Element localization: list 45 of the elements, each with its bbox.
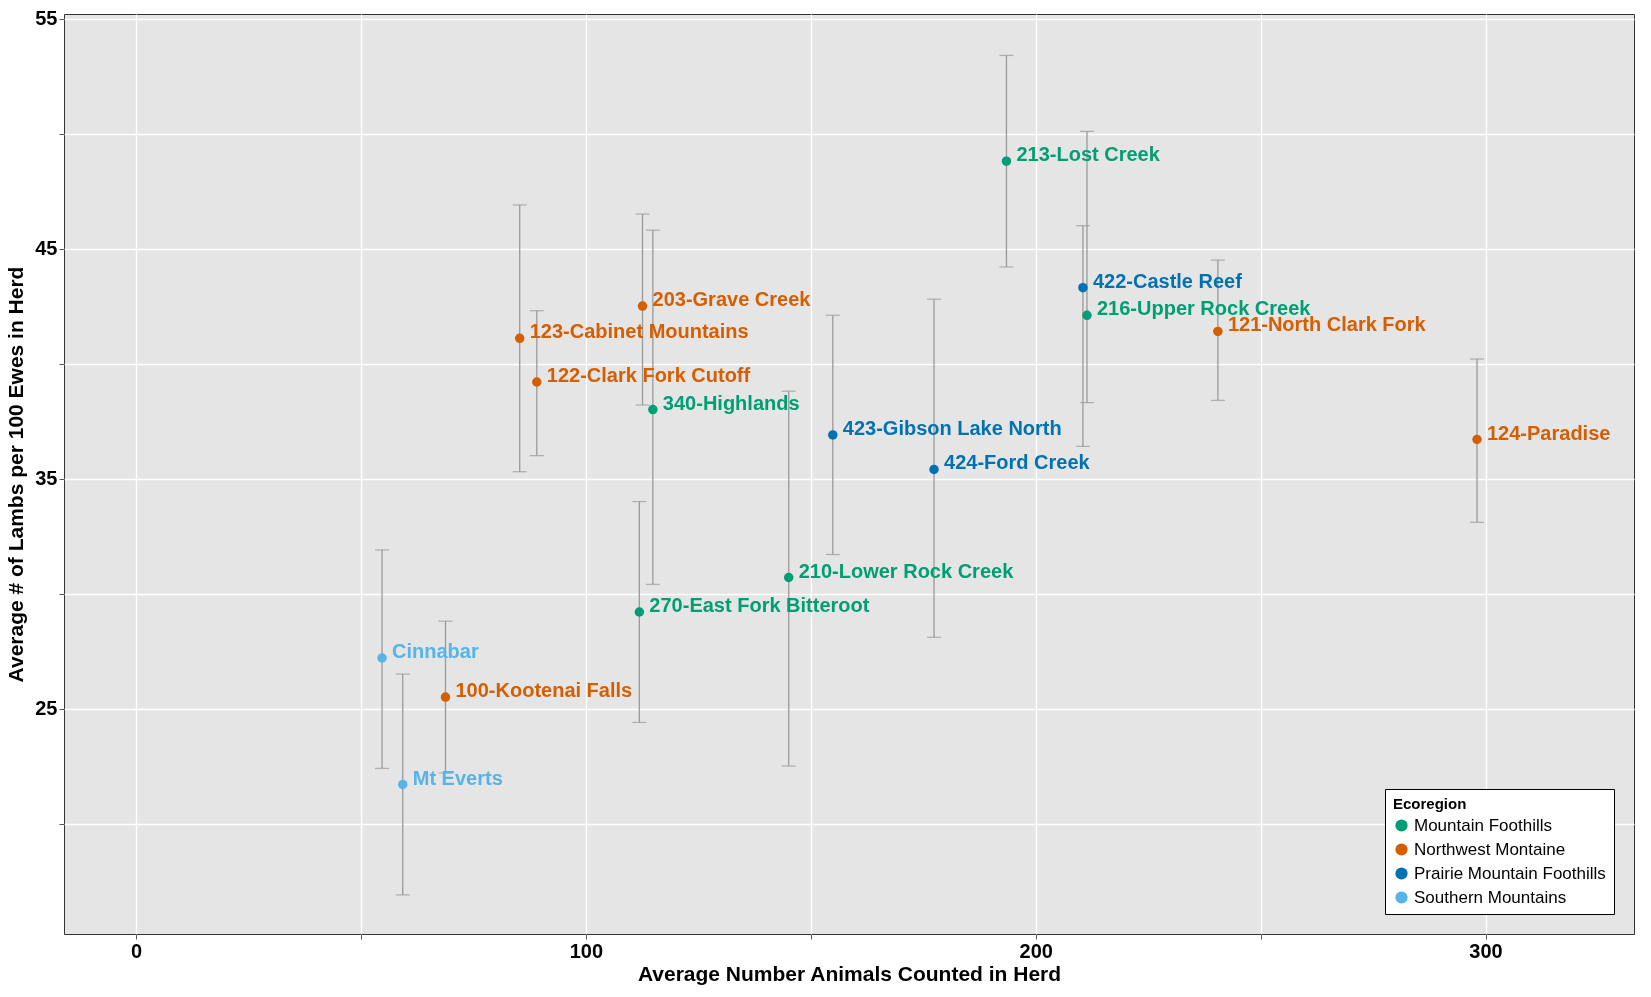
point	[514, 333, 525, 344]
y-tick-label: 25	[35, 697, 58, 720]
point	[1078, 282, 1088, 293]
x-tick-label: 200	[1019, 939, 1053, 962]
legend-label: Northwest Montaine	[1414, 839, 1566, 859]
point	[648, 404, 658, 415]
annotation: 422-Castle Reef	[1092, 269, 1243, 292]
point	[637, 301, 648, 311]
point	[634, 607, 645, 617]
point	[1472, 434, 1482, 445]
annotation: 210-Lower Rock Creek	[798, 559, 1015, 582]
annotation: 124-Paradise	[1487, 421, 1611, 444]
point	[929, 464, 939, 475]
annotation: 270-East Fork Bitteroot	[649, 594, 870, 616]
legend-label: Mountain Foothills	[1414, 815, 1552, 835]
x-tick-label: 300	[1469, 939, 1503, 962]
legend-label: Prairie Mountain Foothills	[1414, 863, 1606, 883]
y-tick-label: 35	[35, 467, 58, 490]
x-axis-title: Average Number Animals Counted in Herd	[637, 961, 1062, 985]
y-tick-label: 45	[35, 237, 58, 260]
point	[440, 692, 451, 702]
annotation: 203-Grave Creek	[652, 288, 812, 311]
y-tick-label: 55	[35, 7, 58, 30]
point	[377, 653, 387, 663]
point	[783, 572, 794, 583]
legend-label: Southern Mountains	[1414, 887, 1567, 907]
point	[1082, 310, 1092, 321]
annotation: Cinnabar	[392, 640, 479, 662]
point	[532, 377, 542, 387]
annotation: 122-Clark Fork Cutoff	[546, 364, 751, 386]
legend-title: Ecoregion	[1393, 795, 1467, 812]
annotation: 340-Highlands	[662, 391, 800, 414]
x-tick-label: 100	[569, 939, 604, 962]
point	[828, 430, 838, 440]
annotation: 423-Gibson Lake North	[842, 416, 1062, 439]
annotation: Mt Everts	[412, 766, 503, 789]
point	[398, 779, 408, 790]
annotation: 100-Kootenai Falls	[455, 679, 633, 702]
y-axis-title: Average # of Lambs per 100 Ewes in Herd	[4, 266, 28, 683]
annotation: 424-Ford Creek	[944, 451, 1091, 474]
x-tick-label: 0	[130, 939, 143, 962]
point	[1213, 326, 1223, 337]
point	[1001, 156, 1012, 166]
annotation: 123-Cabinet Mountains	[529, 320, 749, 343]
annotation: 213-Lost Creek	[1016, 143, 1161, 166]
